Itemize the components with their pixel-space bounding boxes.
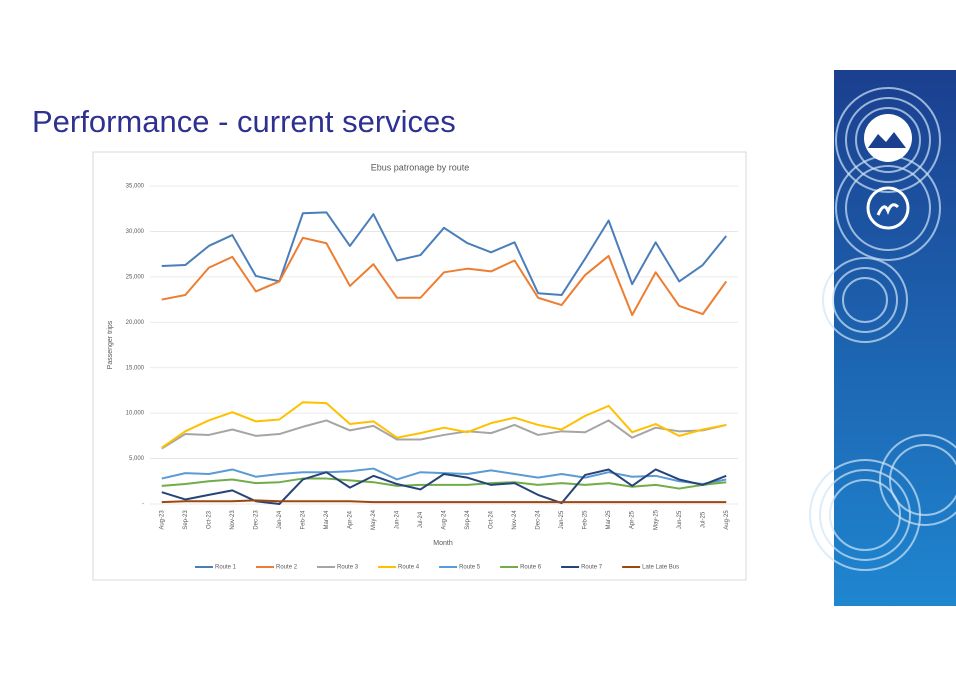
legend-label: Route 4 xyxy=(398,565,420,571)
x-tick-label: Feb-25 xyxy=(583,510,589,530)
x-tick-label: Aug-24 xyxy=(442,510,448,530)
x-tick-label: Jan-24 xyxy=(277,510,283,529)
x-tick-label: Mar-25 xyxy=(606,510,612,530)
series-line xyxy=(161,401,727,449)
legend-label: Route 1 xyxy=(215,565,237,571)
x-tick-label: Apr-25 xyxy=(630,510,636,529)
x-tick-label: Jun-24 xyxy=(395,510,401,529)
x-axis-label: Month xyxy=(433,540,453,547)
x-tick-label: Dec-23 xyxy=(253,510,259,530)
x-tick-label: Aug-25 xyxy=(724,510,730,530)
x-tick-label: Sep-23 xyxy=(183,510,189,530)
x-tick-label: Sep-24 xyxy=(465,510,471,530)
series-line xyxy=(161,211,728,297)
series-line xyxy=(161,499,727,504)
x-tick-label: Dec-24 xyxy=(536,510,542,530)
y-tick-label: 15,000 xyxy=(126,365,145,371)
x-tick-label: Jan-25 xyxy=(559,510,565,529)
x-tick-label: Jun-25 xyxy=(677,510,683,529)
y-tick-label: 10,000 xyxy=(126,411,145,417)
legend-label: Route 7 xyxy=(581,565,603,571)
x-tick-label: Oct-24 xyxy=(489,510,495,529)
legend-label: Route 2 xyxy=(276,565,298,571)
x-tick-label: May-25 xyxy=(653,509,659,530)
legend-label: Route 3 xyxy=(337,565,359,571)
x-tick-label: May-24 xyxy=(371,509,377,530)
series-line xyxy=(161,236,728,317)
slide-title: Performance - current services xyxy=(32,104,456,139)
x-tick-label: Jul-25 xyxy=(700,511,706,528)
x-tick-label: Aug-23 xyxy=(159,510,165,530)
y-tick-label: - xyxy=(142,502,144,508)
legend-label: Route 6 xyxy=(520,565,542,571)
x-tick-label: Apr-24 xyxy=(347,510,353,529)
y-tick-label: 20,000 xyxy=(126,320,145,326)
series-line xyxy=(161,419,727,450)
y-tick-label: 35,000 xyxy=(126,184,145,190)
y-tick-label: 30,000 xyxy=(126,229,145,235)
chart-frame xyxy=(92,151,747,581)
legend-label: Late Late Bus xyxy=(642,565,679,571)
x-tick-label: Mar-24 xyxy=(324,510,330,530)
x-tick-label: Nov-23 xyxy=(230,510,236,530)
y-axis-label: Passenger trips xyxy=(107,320,114,369)
x-tick-label: Jul-24 xyxy=(418,511,424,528)
y-tick-label: 5,000 xyxy=(129,456,145,462)
chart-title: Ebus patronage by route xyxy=(371,162,470,172)
legend-label: Route 5 xyxy=(459,565,481,571)
x-tick-label: Oct-23 xyxy=(206,510,212,529)
y-tick-label: 25,000 xyxy=(126,274,145,280)
x-tick-label: Nov-24 xyxy=(512,510,518,530)
x-tick-label: Feb-24 xyxy=(300,510,306,530)
